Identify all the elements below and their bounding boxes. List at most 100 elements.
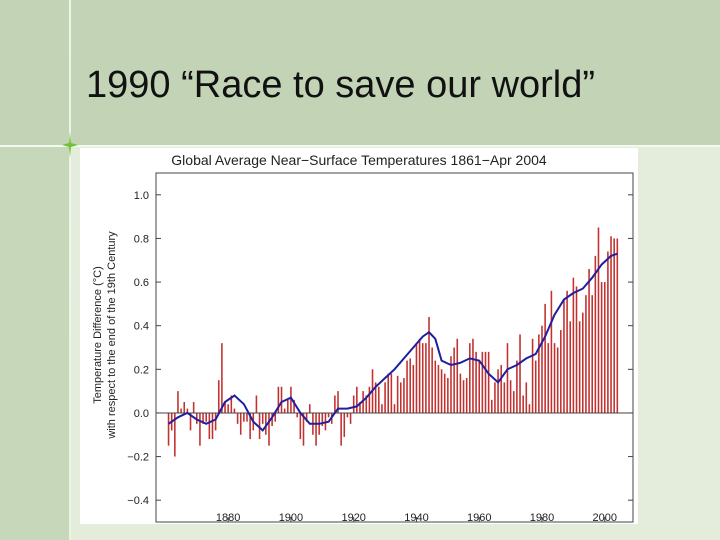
temperature-bar — [202, 412, 204, 424]
temperature-bar — [494, 382, 496, 413]
sparkle-icon — [62, 132, 78, 158]
temperature-bar — [271, 412, 273, 427]
temperature-bar — [406, 360, 408, 413]
temperature-bar — [387, 373, 390, 413]
temperature-bar — [469, 343, 471, 413]
temperature-bar — [287, 399, 289, 413]
temperature-bar — [362, 391, 364, 413]
temperature-bar — [490, 399, 493, 413]
chart-title: Global Average Near−Surface Temperatures… — [171, 152, 547, 168]
temperature-bar — [418, 338, 421, 413]
x-tick-label: 1940 — [404, 512, 428, 524]
temperature-bar — [472, 338, 474, 413]
temperature-bar — [550, 290, 553, 413]
y-axis-label-line2: with respect to the end of the 19th Cent… — [106, 231, 118, 440]
temperature-bar — [199, 412, 201, 446]
temperature-bar — [503, 382, 506, 413]
temperature-bar — [258, 412, 261, 440]
smoothed-trend-line — [168, 252, 618, 432]
temperature-bar — [582, 312, 584, 413]
temperature-bar — [575, 286, 578, 413]
temperature-bar — [412, 364, 415, 413]
temperature-bar — [211, 412, 214, 440]
chart-container: Global Average Near−Surface Temperatures… — [80, 148, 638, 524]
temperature-bar — [563, 299, 565, 413]
temperature-bar — [566, 290, 568, 413]
temperature-bar — [186, 408, 189, 413]
temperature-bar — [481, 351, 484, 413]
temperature-bar — [497, 369, 499, 413]
x-tick-label: 2000 — [593, 512, 617, 524]
temperature-bar — [434, 360, 437, 413]
temperature-bar — [594, 255, 597, 413]
temperature-chart: Global Average Near−Surface Temperatures… — [92, 152, 634, 524]
temperature-bar — [177, 391, 179, 413]
temperature-bar — [553, 343, 556, 413]
temperature-bar — [431, 347, 433, 413]
horizontal-divider — [0, 145, 720, 147]
temperature-bar — [340, 412, 342, 446]
temperature-bar — [189, 412, 192, 431]
temperature-bar — [390, 373, 393, 413]
temperature-bar — [349, 412, 352, 424]
temperature-bar — [450, 356, 452, 413]
temperature-bar — [443, 373, 446, 413]
temperature-bar — [541, 325, 543, 413]
temperature-bar — [459, 373, 462, 413]
temperature-bar — [174, 412, 176, 457]
temperature-bar — [356, 386, 358, 413]
temperature-bar — [233, 408, 236, 413]
temperature-bar — [334, 395, 336, 413]
temperature-bar — [243, 412, 245, 422]
temperature-bar — [597, 227, 600, 413]
slide-title: 1990 “Race to save our world” — [86, 64, 596, 106]
temperature-bar — [447, 378, 449, 413]
temperature-bar — [475, 351, 477, 413]
temperature-bar — [359, 402, 361, 413]
temperature-bar — [560, 330, 562, 413]
temperature-bar — [365, 395, 368, 413]
x-tick-label: 1920 — [341, 512, 365, 524]
y-axis-label-line1: Temperature Difference (°C) — [92, 266, 104, 403]
temperature-bar — [428, 316, 430, 413]
temperature-bar — [236, 412, 239, 424]
temperature-bar — [205, 412, 207, 422]
temperature-bar — [487, 351, 490, 413]
temperature-bar — [572, 277, 575, 413]
y-tick-label: −0.2 — [127, 452, 149, 464]
temperature-bar — [399, 382, 402, 413]
temperature-bar — [556, 347, 559, 413]
temperature-bar — [578, 321, 581, 413]
temperature-bar — [255, 395, 258, 413]
temperature-bar — [337, 391, 339, 413]
temperature-bar — [478, 360, 481, 413]
temperature-bar — [246, 412, 248, 422]
temperature-bar — [283, 408, 286, 413]
temperature-bar — [528, 404, 531, 413]
temperature-bar — [585, 295, 587, 413]
temperature-bar — [516, 360, 518, 413]
temperature-bar — [167, 412, 170, 446]
y-tick-label: 0.6 — [134, 277, 149, 289]
temperature-bar — [249, 412, 251, 440]
y-tick-label: 0.0 — [134, 408, 149, 420]
temperature-bar — [437, 364, 440, 413]
temperature-bar — [534, 360, 537, 413]
temperature-bar — [315, 412, 317, 446]
temperature-bar — [261, 412, 264, 424]
temperature-bar — [293, 399, 295, 413]
temperature-bar — [296, 412, 299, 418]
temperature-bar — [453, 347, 455, 413]
temperature-bar — [547, 343, 550, 413]
temperature-bar — [290, 386, 292, 413]
temperature-bar — [265, 412, 267, 435]
temperature-bar — [374, 382, 377, 413]
temperature-bar — [208, 412, 211, 440]
x-tick-label: 1960 — [467, 512, 491, 524]
temperature-bar — [591, 295, 593, 413]
temperature-bar — [227, 404, 229, 413]
temperature-bar — [384, 382, 386, 413]
temperature-bar — [299, 412, 302, 440]
temperature-bar — [368, 386, 371, 413]
temperature-bar — [221, 343, 223, 413]
